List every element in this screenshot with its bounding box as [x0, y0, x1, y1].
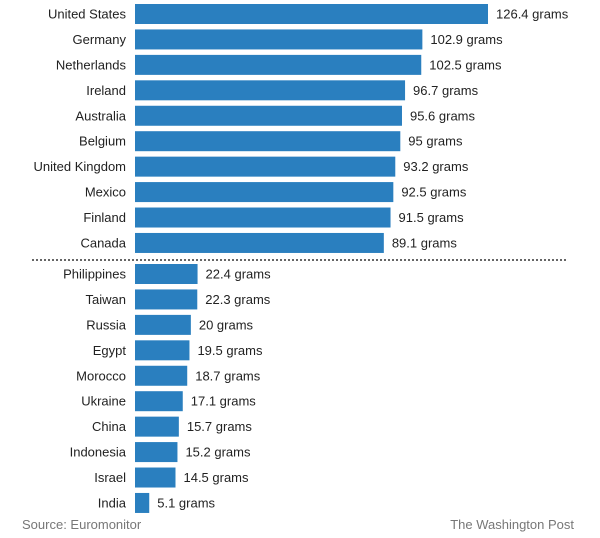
bar-ukraine	[135, 391, 183, 412]
bar-taiwan	[135, 289, 198, 310]
bar-chart: United States 126.4 grams Germany 102.9 gra…	[32, 4, 569, 513]
value-label-morocco: 18.7 grams	[195, 368, 261, 383]
category-label-russia: Russia	[86, 317, 127, 332]
value-label-mexico: 92.5 grams	[401, 185, 467, 200]
bar-netherlands	[135, 54, 422, 75]
value-label-canada: 89.1 grams	[392, 235, 458, 250]
bar-ireland	[135, 80, 406, 101]
bar-russia	[135, 314, 191, 335]
category-label-egypt: Egypt	[93, 343, 127, 358]
value-label-finland: 91.5 grams	[399, 210, 465, 225]
category-label-mexico: Mexico	[85, 185, 126, 200]
value-label-china: 15.7 grams	[187, 419, 253, 434]
value-label-russia: 20 grams	[199, 317, 254, 332]
category-label-india: India	[98, 495, 127, 510]
category-label-china: China	[92, 419, 127, 434]
bar-finland	[135, 207, 391, 228]
category-label-canada: Canada	[80, 235, 126, 250]
bar-philippines	[135, 264, 198, 284]
value-label-ukraine: 17.1 grams	[191, 394, 257, 409]
value-label-germany: 102.9 grams	[430, 32, 503, 47]
value-label-egypt: 19.5 grams	[197, 343, 263, 358]
value-label-taiwan: 22.3 grams	[205, 292, 271, 307]
bar-mexico	[135, 182, 394, 203]
category-label-netherlands: Netherlands	[56, 57, 127, 72]
bar-morocco	[135, 365, 188, 386]
bar-germany	[135, 29, 423, 50]
value-label-united-kingdom: 93.2 grams	[403, 159, 469, 174]
category-label-taiwan: Taiwan	[86, 292, 126, 307]
bar-china	[135, 416, 179, 437]
category-label-ireland: Ireland	[86, 83, 126, 98]
bar-egypt	[135, 340, 190, 361]
bar-indonesia	[135, 442, 178, 463]
bar-australia	[135, 105, 402, 126]
bar-united-states	[135, 4, 488, 24]
source-note: Source: Euromonitor	[22, 517, 142, 532]
category-label-australia: Australia	[75, 108, 126, 123]
value-label-netherlands: 102.5 grams	[429, 57, 502, 72]
publisher-credit: The Washington Post	[450, 517, 574, 532]
bar-canada	[135, 232, 384, 253]
category-label-united-kingdom: United Kingdom	[34, 159, 127, 174]
category-label-germany: Germany	[73, 32, 127, 47]
bar-united-kingdom	[135, 156, 396, 177]
value-label-ireland: 96.7 grams	[413, 83, 479, 98]
value-label-india: 5.1 grams	[157, 495, 215, 510]
category-label-finland: Finland	[83, 210, 126, 225]
value-label-indonesia: 15.2 grams	[185, 445, 251, 460]
category-label-morocco: Morocco	[76, 368, 126, 383]
category-label-belgium: Belgium	[79, 134, 126, 149]
category-label-united-states: United States	[48, 7, 127, 22]
value-label-belgium: 95 grams	[408, 134, 463, 149]
value-label-australia: 95.6 grams	[410, 108, 476, 123]
value-label-united-states: 126.4 grams	[496, 7, 569, 22]
category-label-ukraine: Ukraine	[81, 394, 126, 409]
value-label-philippines: 22.4 grams	[206, 267, 272, 282]
category-label-israel: Israel	[94, 470, 126, 485]
bar-india	[135, 492, 150, 513]
category-label-philippines: Philippines	[63, 267, 126, 282]
value-label-israel: 14.5 grams	[183, 470, 249, 485]
bar-israel	[135, 467, 176, 488]
bar-belgium	[135, 131, 401, 152]
category-label-indonesia: Indonesia	[70, 445, 127, 460]
